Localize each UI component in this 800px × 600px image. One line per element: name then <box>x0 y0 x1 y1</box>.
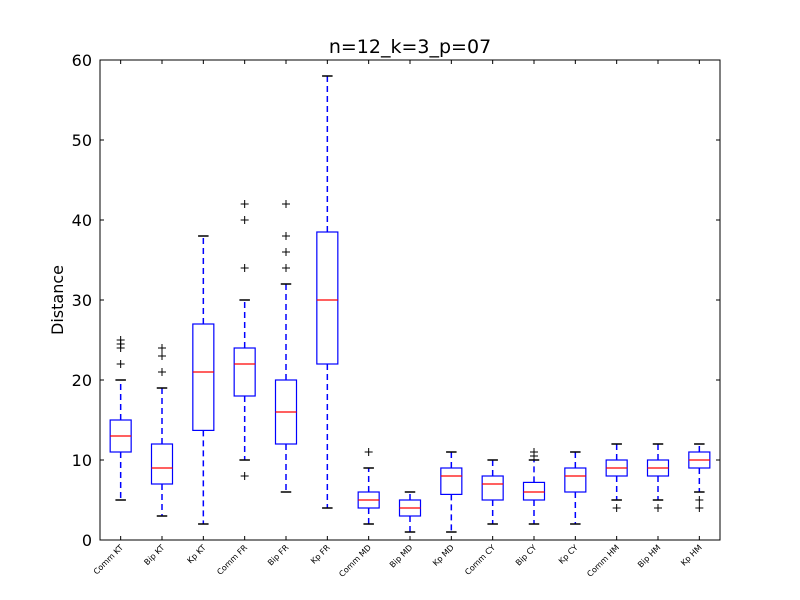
x-tick-label: Bip FR <box>266 543 291 568</box>
x-tick-label: Kp HM <box>679 543 704 568</box>
x-tick-label: Bip CY <box>514 543 539 568</box>
flier-point <box>282 248 290 256</box>
flier-point <box>240 216 249 224</box>
box-iqr <box>522 481 546 501</box>
x-tick-label: Comm MD <box>337 543 373 579</box>
flier-point <box>364 448 373 456</box>
flier-point <box>282 232 290 240</box>
x-tick-label: Bip HM <box>636 543 662 569</box>
chart-title: n=12_k=3_p=07 <box>329 36 491 58</box>
x-tick-label: Kp MD <box>431 543 456 568</box>
flier-point <box>695 496 704 504</box>
flier-point <box>240 472 249 480</box>
x-tick-label: Comm FR <box>215 543 249 577</box>
flier-point <box>240 264 249 272</box>
x-tick-label: Kp KT <box>186 543 208 565</box>
x-tick-label: Kp CY <box>557 543 580 566</box>
y-tick-label: 20 <box>72 371 92 390</box>
y-tick-label: 0 <box>82 531 92 550</box>
plot-frame <box>99 59 721 541</box>
x-tick-label: Comm CY <box>463 543 497 577</box>
x-tick-label: Comm KT <box>92 543 125 576</box>
flier-point <box>282 200 290 208</box>
y-tick-label: 40 <box>72 211 92 230</box>
box-iqr <box>440 467 463 495</box>
flier-point <box>282 264 290 272</box>
flier-point <box>116 360 125 368</box>
box-iqr <box>233 347 256 397</box>
flier-point <box>612 504 621 512</box>
y-tick-label: 30 <box>72 291 92 310</box>
flier-point <box>158 368 166 376</box>
x-tick-label: Bip KT <box>142 543 166 567</box>
flier-point <box>695 504 704 512</box>
box-iqr <box>564 467 587 493</box>
flier-point <box>158 344 166 352</box>
flier-point <box>158 352 166 360</box>
box-iqr <box>192 323 215 432</box>
box-iqr <box>316 231 339 365</box>
x-tick-label: Kp FR <box>309 543 332 566</box>
flier-point <box>530 448 538 456</box>
y-axis-label: Distance <box>48 265 67 335</box>
x-tick-label: Comm HM <box>585 543 621 579</box>
flier-point <box>654 504 662 512</box>
flier-point <box>116 336 125 344</box>
box-iqr <box>150 443 174 485</box>
x-tick-label: Bip MD <box>388 543 414 569</box>
y-tick-label: 10 <box>72 451 92 470</box>
plot-area: 0 10 20 30 40 50 60 Comm KT Bip KT Kp KT Comm FR Bi… <box>72 51 720 579</box>
y-tick-label: 50 <box>72 131 92 150</box>
y-tick-label: 60 <box>72 51 92 70</box>
flier-point <box>240 200 249 208</box>
box-iqr <box>481 475 504 501</box>
